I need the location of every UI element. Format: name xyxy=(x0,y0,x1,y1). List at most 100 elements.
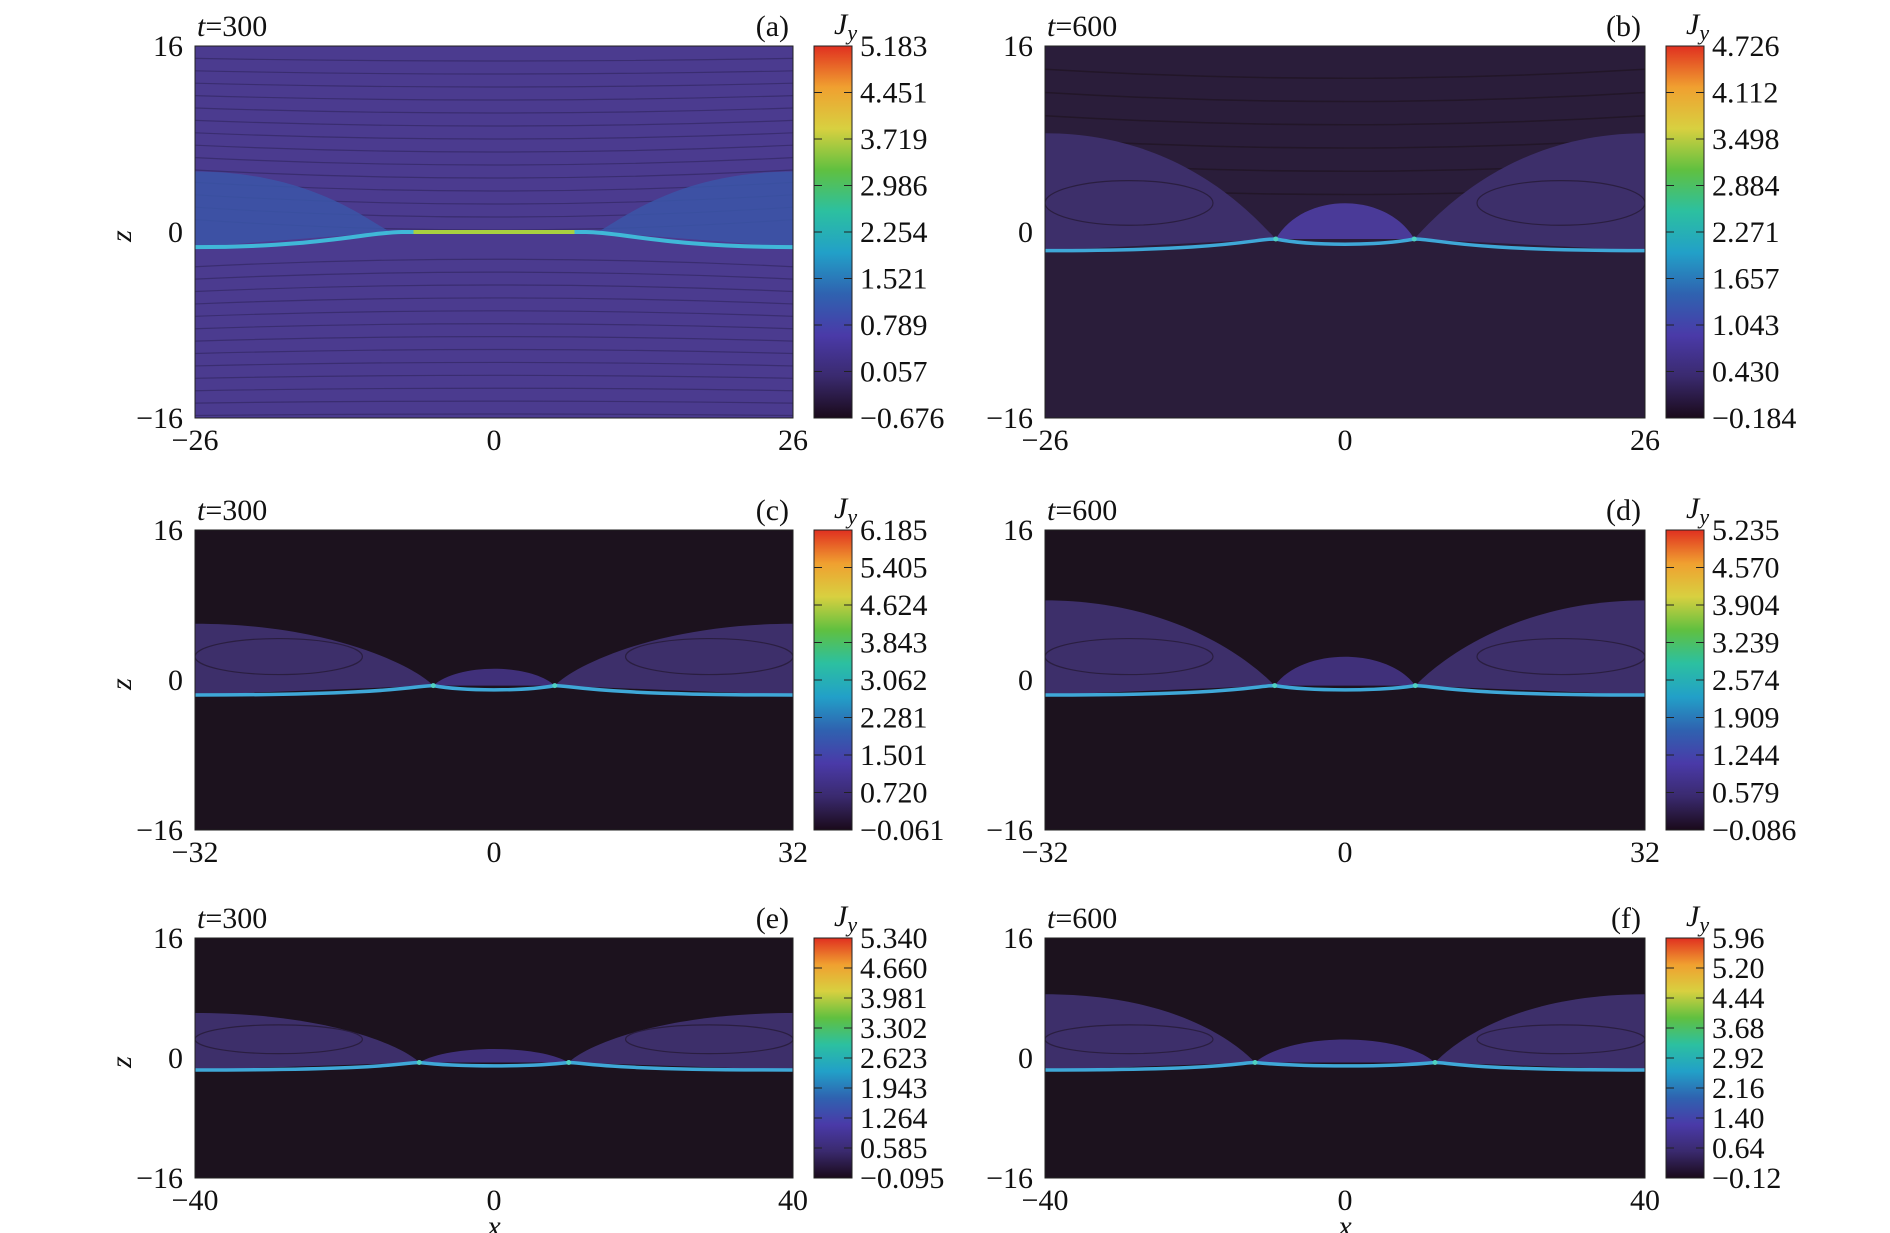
colorbar-tick-label: 2.16 xyxy=(1712,1072,1765,1105)
panel-label: (e) xyxy=(756,902,789,935)
x-point xyxy=(1252,1060,1258,1065)
y-tick-label: 0 xyxy=(1018,664,1033,697)
x-tick-label: 0 xyxy=(487,836,502,869)
field-line xyxy=(195,387,793,392)
colorbar-tick-label: 4.624 xyxy=(860,589,928,622)
field-line xyxy=(195,400,793,404)
x-point xyxy=(1411,236,1417,242)
colorbar-tick-label: 3.68 xyxy=(1712,1012,1765,1045)
panel-e: 16 0 −16−40 0 40 z x t=300 (e) 5.3404.6603.9813.3… xyxy=(105,900,944,1233)
colorbar-tick-label: 6.185 xyxy=(860,514,928,547)
field-line xyxy=(1045,68,1645,79)
panel-b: 16 0 −16−26 0 26 t=600 (b) 4.726 4.112 3.498 2.884… xyxy=(986,8,1796,457)
plasmoid-right xyxy=(1415,600,1645,695)
y-tick-label: 16 xyxy=(1003,30,1033,63)
colorbar-ticks: 5.183 4.451 3.719 2.986 2.254 1.521 0.789 0.057… xyxy=(814,30,944,435)
field-line xyxy=(195,169,793,179)
colorbar-tick-label: 3.719 xyxy=(860,123,928,156)
colorbar-tick-label: 0.720 xyxy=(860,777,928,810)
y-tick-label: −16 xyxy=(136,402,183,435)
colorbar-tick-label: −0.095 xyxy=(860,1162,944,1195)
colorbar-title: Jy xyxy=(1686,8,1709,45)
x-tick-label: 0 xyxy=(1338,424,1353,457)
x-tick-label: −40 xyxy=(1022,1184,1069,1217)
y-tick-label: 0 xyxy=(168,664,183,697)
time-label: t=300 xyxy=(197,902,267,935)
central-island xyxy=(1275,203,1415,239)
y-axis-label: z xyxy=(105,678,138,691)
colorbar-tick-label: 1.244 xyxy=(1712,739,1780,772)
y-tick-label: −16 xyxy=(986,814,1033,847)
field-line xyxy=(195,336,793,342)
colorbar-title: Jy xyxy=(1686,492,1709,529)
plasmoid-right xyxy=(1414,133,1645,251)
y-tick-label: −16 xyxy=(986,402,1033,435)
y-tick-label: 16 xyxy=(153,514,183,547)
field-line xyxy=(195,284,793,293)
x-tick-label: 0 xyxy=(1338,836,1353,869)
contour xyxy=(1476,1024,1645,1055)
plot-frame xyxy=(1044,937,1646,1179)
x-point xyxy=(552,683,558,689)
central-island xyxy=(1274,656,1416,686)
field-line xyxy=(195,310,793,317)
colorbar-tick-label: 3.498 xyxy=(1712,123,1780,156)
colorbar-tick-label: 0.579 xyxy=(1712,777,1780,810)
colorbar-tick-label: 3.239 xyxy=(1712,627,1780,660)
x-axis-label: x xyxy=(486,1210,501,1233)
panel-d: 16 0 −16−32 0 32 t=600 (d) 5.235 4.570 3.904 3.239… xyxy=(986,492,1796,869)
colorbar-tick-label: 4.726 xyxy=(1712,30,1780,63)
colorbar-tick-label: 3.843 xyxy=(860,627,928,660)
colorbar-tick-label: −0.086 xyxy=(1712,814,1796,847)
x-tick-label: 32 xyxy=(778,836,808,869)
panel-a: 16 0 −16−26 0 26 z t=300 (a) 5.183 4.451 3.719 2.98… xyxy=(105,8,944,457)
plasmoid-right xyxy=(554,623,793,695)
x-tick-label: 40 xyxy=(1630,1184,1660,1217)
colorbar-tick-label: 0.057 xyxy=(860,356,928,389)
x-point xyxy=(1412,683,1418,689)
magnetic-island-right xyxy=(597,171,793,248)
current-sheet xyxy=(1045,683,1645,697)
colorbar-tick-label: 5.183 xyxy=(860,30,928,63)
panel-label: (c) xyxy=(756,494,789,527)
y-tick-label: −16 xyxy=(136,1162,183,1195)
y-tick-label: −16 xyxy=(136,814,183,847)
colorbar-tick-label: 2.281 xyxy=(860,702,928,735)
colorbar-tick-label: 2.623 xyxy=(860,1042,928,1075)
colorbar-tick-label: 3.062 xyxy=(860,664,928,697)
field-line xyxy=(195,323,793,330)
x-axis-label: x xyxy=(1337,1210,1352,1233)
contour xyxy=(195,1024,364,1055)
magnetic-island-left xyxy=(195,171,391,248)
plasmoid-left xyxy=(195,623,434,695)
colorbar-tick-label: 1.264 xyxy=(860,1102,928,1135)
panel-label: (b) xyxy=(1606,10,1641,43)
contour xyxy=(1476,180,1645,226)
contour xyxy=(624,1024,793,1055)
y-axis-label: z xyxy=(105,230,138,243)
colorbar-tick-label: 2.884 xyxy=(1712,170,1780,203)
field-line xyxy=(195,95,793,101)
x-tick-label: 0 xyxy=(487,1184,502,1217)
plot-frame xyxy=(1044,529,1646,831)
field-line xyxy=(195,361,793,367)
central-island xyxy=(419,1049,569,1063)
colorbar-tick-label: −0.676 xyxy=(860,402,944,435)
colorbar-tick-label: 2.254 xyxy=(860,216,928,249)
field-line xyxy=(195,271,793,280)
contour xyxy=(1476,637,1645,676)
x-tick-label: −40 xyxy=(172,1184,219,1217)
y-tick-label: 0 xyxy=(1018,1042,1033,1075)
time-label: t=600 xyxy=(1047,902,1117,935)
colorbar-tick-label: 4.660 xyxy=(860,952,928,985)
field-line xyxy=(195,348,793,355)
x-point xyxy=(430,683,436,689)
colorbar-tick-label: 1.521 xyxy=(860,263,928,296)
plot-frame xyxy=(1044,45,1646,419)
plasmoid-left xyxy=(1045,600,1275,695)
y-tick-label: 16 xyxy=(1003,922,1033,955)
y-tick-label: 16 xyxy=(153,922,183,955)
plasmoid-right xyxy=(568,1013,793,1070)
field-line xyxy=(1045,138,1645,149)
colorbar-title: Jy xyxy=(834,492,857,529)
